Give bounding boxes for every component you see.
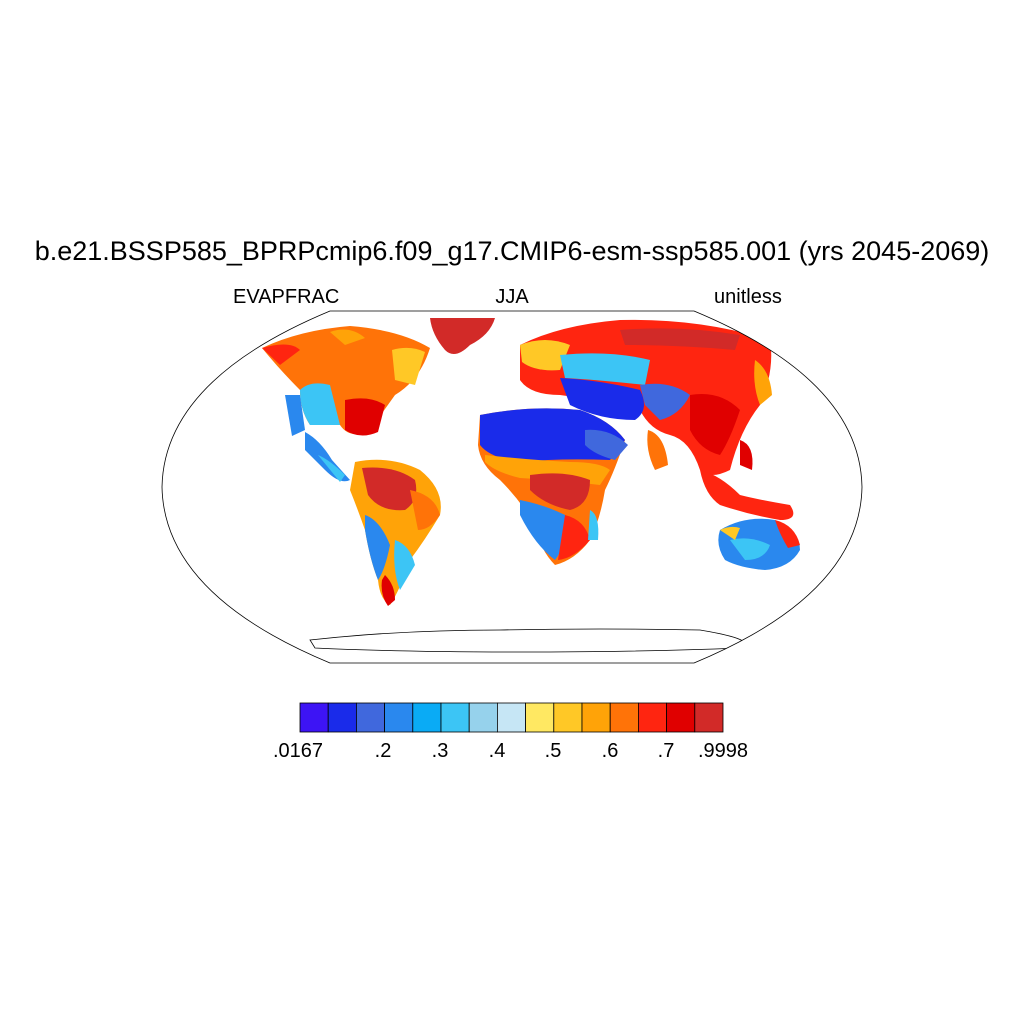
map-boundary: [161, 310, 863, 664]
colorbar-swatch: [496, 702, 526, 733]
colorbar-swatch: [525, 702, 555, 733]
colorbar-swatch: [468, 702, 498, 733]
colorbar-swatch: [299, 702, 329, 733]
colorbar-swatch: [412, 702, 442, 733]
season-label: JJA: [495, 286, 529, 308]
colorbar-tick-label: .6: [602, 740, 619, 762]
africa-region: [478, 408, 628, 565]
colorbar-swatch: [553, 702, 583, 733]
colorbar-swatch: [440, 702, 470, 733]
colorbar-swatch: [638, 702, 668, 733]
colorbar-tick-label: .2: [375, 740, 392, 762]
colorbar-tick-label: .5: [545, 740, 562, 762]
colorbar-tick-label: .0167: [273, 740, 323, 762]
north-america-region: [262, 326, 430, 482]
colorbar-swatch: [609, 702, 639, 733]
colorbar-tick-label: .3: [432, 740, 449, 762]
colorbar-swatch: [327, 702, 357, 733]
greenland-region: [430, 318, 495, 354]
australia-region: [718, 518, 800, 570]
colorbar-tick-label: .4: [489, 740, 506, 762]
colorbar-tick-label: .9998: [698, 740, 748, 762]
colorbar-swatch: [581, 702, 611, 733]
colorbar-swatch: [694, 702, 724, 733]
eurasia-region: [520, 319, 794, 520]
units-label: unitless: [714, 286, 782, 308]
map-title: b.e21.BSSP585_BPRPcmip6.f09_g17.CMIP6-es…: [34, 236, 990, 266]
south-america-region: [350, 459, 441, 606]
colorbar-swatch: [384, 702, 414, 733]
colorbar-tick-label: .7: [658, 740, 675, 762]
variable-label: EVAPFRAC: [233, 286, 340, 308]
colorbar-swatch: [666, 702, 696, 733]
colorbar-swatch: [355, 702, 385, 733]
